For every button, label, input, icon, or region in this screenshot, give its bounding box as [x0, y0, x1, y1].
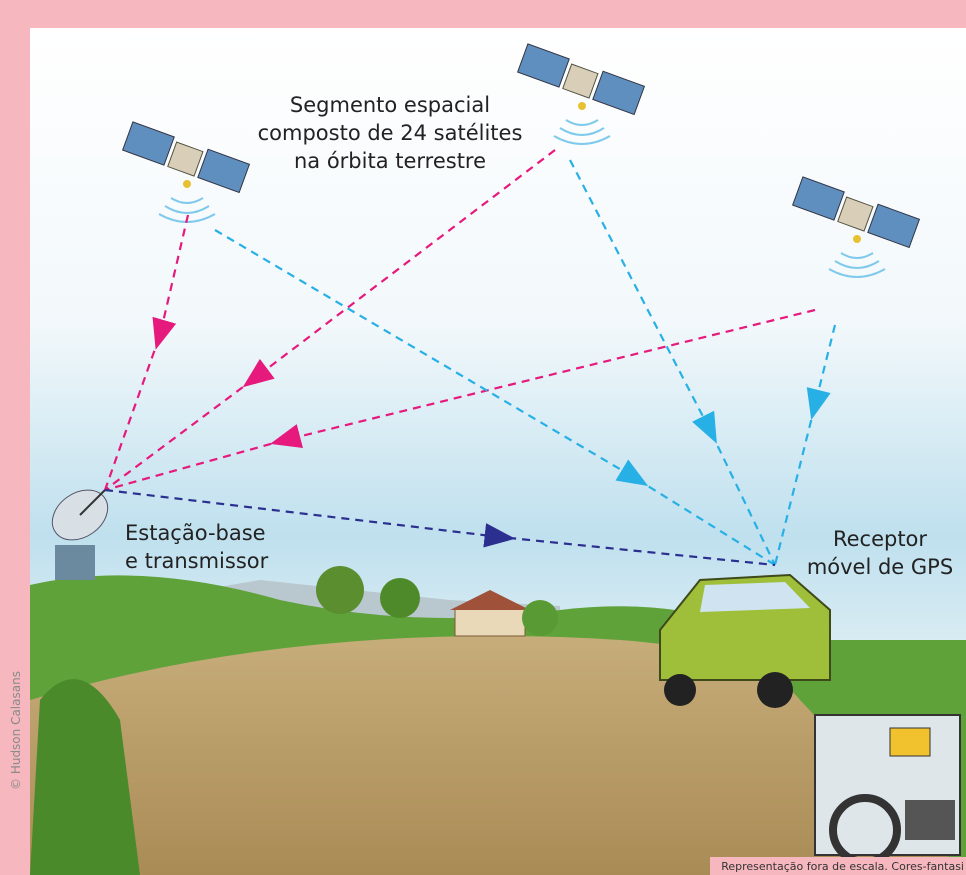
- footnote: Representação fora de escala. Cores-fant…: [721, 860, 964, 873]
- grass: [30, 679, 140, 875]
- inset: [814, 714, 961, 866]
- footnote-bg: [710, 857, 966, 875]
- dish: [51, 489, 109, 580]
- label-line: e transmissor: [125, 549, 269, 573]
- signal: [569, 159, 776, 566]
- road: [30, 636, 966, 875]
- tree: [316, 566, 364, 614]
- scene: [30, 28, 966, 875]
- signals: [103, 149, 837, 567]
- house: [454, 607, 526, 637]
- tree: [522, 600, 558, 636]
- label-line: móvel de GPS: [807, 555, 953, 579]
- car: [659, 573, 831, 708]
- label-line: Segmento espacial: [290, 93, 490, 117]
- label-line: composto de 24 satélites: [258, 121, 523, 145]
- credit: © Hudson Calasans: [9, 671, 23, 790]
- label-line: Estação-base: [125, 521, 266, 545]
- label-line: Receptor: [833, 527, 927, 551]
- label-line: na órbita terrestre: [294, 149, 486, 173]
- signal: [104, 488, 776, 567]
- tree: [380, 578, 420, 618]
- roof: [450, 590, 530, 610]
